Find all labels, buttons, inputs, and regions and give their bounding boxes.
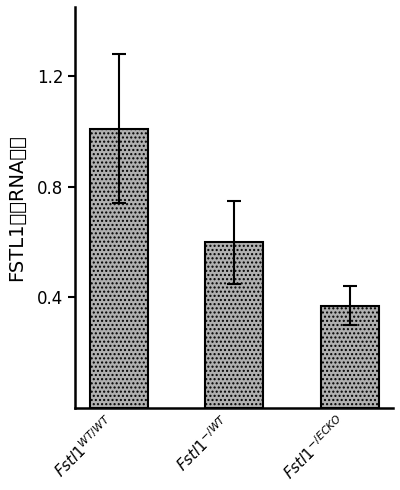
Bar <box>90 129 148 408</box>
Bar <box>205 242 263 408</box>
Bar <box>321 306 379 408</box>
Y-axis label: FSTL1信使RNA水平: FSTL1信使RNA水平 <box>7 134 26 281</box>
